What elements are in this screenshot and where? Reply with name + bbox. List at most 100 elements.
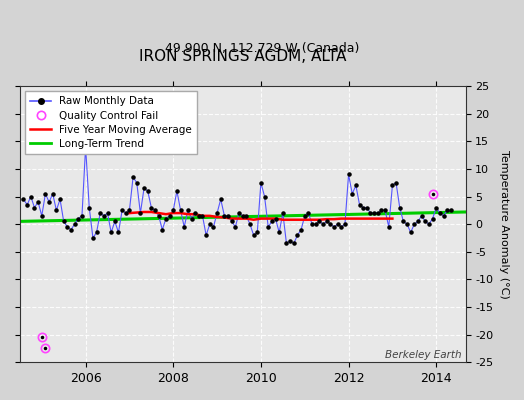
Point (38, 213, 46, 219)
Point (432, 204, 441, 211)
Point (114, 229, 123, 236)
Point (205, 221, 214, 227)
Point (435, 210, 444, 216)
Point (78, 213, 86, 219)
Point (333, 221, 342, 227)
Point (352, 182, 360, 189)
Point (326, 221, 334, 227)
Point (220, 213, 228, 219)
Point (249, 232, 258, 238)
Point (322, 218, 331, 224)
Point (377, 207, 386, 214)
Point (52, 207, 61, 214)
Point (319, 221, 327, 227)
Point (421, 218, 430, 224)
Point (301, 213, 309, 219)
Point (67, 226, 75, 233)
Point (34, 199, 42, 205)
Point (151, 207, 159, 214)
Point (56, 196, 64, 202)
Point (166, 213, 174, 219)
Point (381, 207, 389, 214)
Point (315, 218, 323, 224)
Point (286, 238, 294, 244)
Point (231, 224, 239, 230)
Point (125, 207, 134, 214)
Point (198, 213, 206, 219)
Point (359, 204, 367, 211)
Point (173, 188, 181, 194)
Point (85, 204, 93, 211)
Point (355, 202, 364, 208)
Point (184, 207, 192, 214)
Point (92, 229, 101, 236)
Point (337, 224, 345, 230)
Point (264, 224, 272, 230)
Point (136, 210, 145, 216)
Point (279, 210, 287, 216)
Point (191, 210, 199, 216)
Point (158, 226, 167, 233)
Point (410, 221, 419, 227)
Point (111, 218, 119, 224)
Point (399, 218, 408, 224)
Point (304, 210, 313, 216)
Point (403, 221, 411, 227)
Point (177, 207, 185, 214)
Point (271, 216, 280, 222)
Point (140, 185, 148, 192)
Point (194, 213, 203, 219)
Point (180, 224, 189, 230)
Point (396, 204, 404, 211)
Point (374, 210, 382, 216)
Point (242, 213, 250, 219)
Point (162, 216, 170, 222)
Point (253, 229, 261, 236)
Point (257, 180, 265, 186)
Point (344, 171, 353, 178)
Legend: Raw Monthly Data, Quality Control Fail, Five Year Moving Average, Long-Term Tren: Raw Monthly Data, Quality Control Fail, … (25, 91, 198, 154)
Point (45, 199, 53, 205)
Point (293, 232, 302, 238)
Point (414, 218, 422, 224)
Point (235, 210, 243, 216)
Point (425, 221, 433, 227)
Point (348, 190, 356, 197)
Title: IRON SPRINGS AGDM, ALTA: IRON SPRINGS AGDM, ALTA (139, 49, 346, 64)
Point (19, 196, 28, 202)
Point (213, 210, 221, 216)
Point (392, 180, 400, 186)
Point (341, 221, 349, 227)
Point (41, 190, 50, 197)
Point (60, 218, 68, 224)
Point (129, 174, 137, 180)
Point (89, 235, 97, 241)
Point (238, 213, 247, 219)
Point (290, 240, 298, 247)
Point (188, 216, 196, 222)
Point (147, 204, 156, 211)
Text: Berkeley Earth: Berkeley Earth (385, 350, 461, 360)
Point (155, 213, 163, 219)
Point (407, 229, 415, 236)
Point (30, 204, 39, 211)
Point (260, 193, 269, 200)
Point (96, 210, 104, 216)
Point (330, 224, 338, 230)
Point (385, 224, 393, 230)
Point (216, 196, 225, 202)
Point (74, 216, 82, 222)
Point (429, 216, 437, 222)
Point (308, 221, 316, 227)
Point (439, 213, 447, 219)
Point (27, 193, 35, 200)
Text: 49.900 N, 112.729 W (Canada): 49.900 N, 112.729 W (Canada) (165, 42, 359, 55)
Point (370, 210, 378, 216)
Point (363, 204, 371, 211)
Point (443, 207, 451, 214)
Point (122, 210, 130, 216)
Point (209, 224, 217, 230)
Point (268, 218, 276, 224)
Point (282, 240, 291, 247)
Y-axis label: Temperature Anomaly (°C): Temperature Anomaly (°C) (499, 150, 509, 298)
